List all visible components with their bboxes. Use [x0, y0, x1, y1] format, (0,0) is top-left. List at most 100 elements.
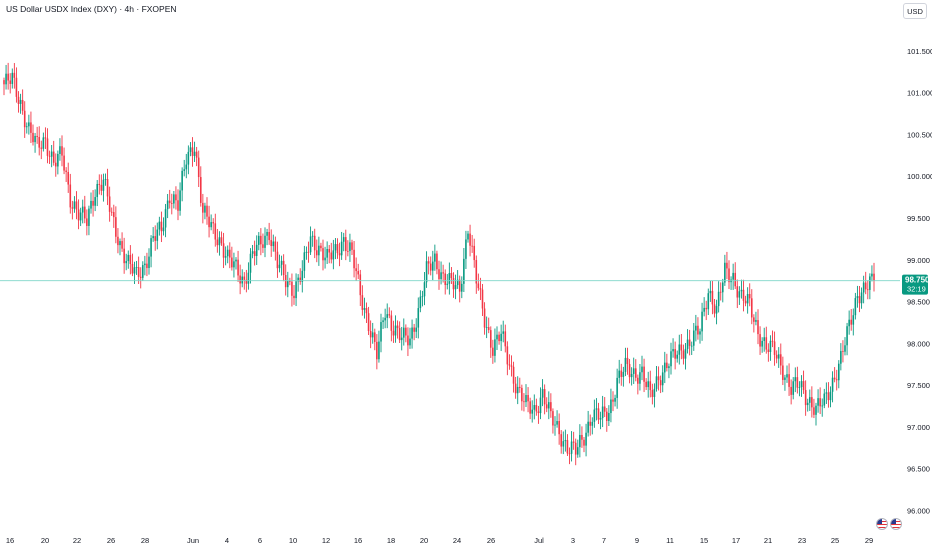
candle — [5, 64, 7, 90]
candle-body — [253, 251, 256, 256]
candle — [709, 280, 712, 302]
candle-body — [670, 351, 672, 367]
x-tick-label: 25 — [831, 536, 839, 545]
candle — [599, 411, 602, 430]
candle — [282, 254, 285, 282]
candle-body — [293, 295, 295, 299]
candle — [560, 430, 563, 454]
candle — [427, 256, 430, 275]
candle-body — [692, 330, 695, 346]
candle-body — [390, 315, 393, 331]
candle — [796, 366, 799, 394]
candle — [330, 242, 333, 264]
candle-body — [152, 236, 154, 239]
candle-body — [869, 276, 871, 290]
currency-button[interactable]: USD — [903, 3, 927, 19]
candle — [411, 319, 413, 349]
candle — [363, 297, 366, 319]
candle-body — [40, 147, 43, 149]
candle-body — [850, 319, 853, 325]
candle-body — [17, 96, 20, 104]
candle — [527, 387, 529, 413]
candle — [322, 239, 324, 271]
candle — [798, 381, 801, 397]
candle-body — [748, 294, 751, 299]
candle — [831, 371, 834, 403]
candle-body — [558, 421, 560, 435]
candle-body — [761, 340, 763, 347]
candle-body — [75, 201, 78, 210]
x-tick-label: 12 — [322, 536, 330, 545]
candle — [54, 153, 57, 177]
candle — [717, 281, 720, 313]
candle-body — [595, 408, 598, 410]
candle-body — [479, 288, 482, 290]
candle — [305, 246, 308, 260]
candle-body — [864, 282, 867, 290]
candle — [719, 282, 722, 301]
candle — [311, 231, 314, 247]
candle — [622, 366, 625, 387]
candle — [291, 273, 293, 307]
candle-body — [643, 366, 645, 382]
candle — [487, 317, 490, 334]
candle-body — [655, 376, 658, 389]
candle — [460, 276, 463, 299]
candle — [112, 204, 115, 228]
candle — [813, 398, 815, 419]
candle — [185, 153, 188, 179]
candle-body — [396, 325, 399, 329]
candle-body — [369, 331, 372, 338]
candle-body — [332, 250, 335, 260]
candle — [481, 284, 484, 317]
candle — [547, 391, 550, 420]
candle — [589, 414, 592, 436]
candle-body — [618, 370, 621, 378]
candle-body — [224, 256, 227, 258]
candle-body — [63, 155, 65, 171]
candle-body — [688, 339, 691, 346]
candle — [558, 413, 560, 445]
candle — [429, 256, 432, 276]
candle-body — [173, 194, 175, 204]
candle — [579, 424, 581, 458]
candle-body — [686, 339, 689, 349]
candle-body — [123, 248, 125, 264]
candle — [668, 363, 670, 379]
candle-body — [525, 394, 527, 403]
candle — [44, 127, 47, 149]
candle-body — [166, 200, 169, 210]
candle-body — [96, 183, 99, 198]
candle-body — [750, 298, 753, 318]
candle-body — [5, 73, 7, 85]
candle-body — [106, 179, 109, 197]
candle-body — [330, 252, 333, 260]
candle-body — [286, 281, 289, 288]
candle — [806, 398, 809, 412]
candle-body — [28, 122, 30, 127]
candle — [226, 245, 229, 264]
candle — [125, 253, 128, 271]
x-tick-label: 28 — [141, 536, 149, 545]
candle-body — [245, 279, 248, 284]
candle — [25, 122, 28, 134]
candle — [566, 434, 569, 456]
candle-body — [102, 179, 105, 191]
us-flag-icon[interactable] — [876, 518, 888, 530]
candle — [748, 283, 751, 307]
us-flag-icon[interactable] — [890, 518, 902, 530]
candle-body — [769, 340, 772, 353]
candle-body — [104, 179, 107, 180]
candle-body — [338, 253, 341, 256]
candle — [137, 256, 140, 284]
candle — [645, 378, 647, 391]
candle-body — [448, 273, 451, 284]
candle-body — [516, 386, 519, 394]
candle — [738, 286, 741, 305]
candle — [790, 379, 792, 405]
candle — [318, 236, 320, 266]
candle-body — [460, 283, 463, 292]
candle-body — [628, 364, 631, 378]
candle — [545, 397, 548, 413]
